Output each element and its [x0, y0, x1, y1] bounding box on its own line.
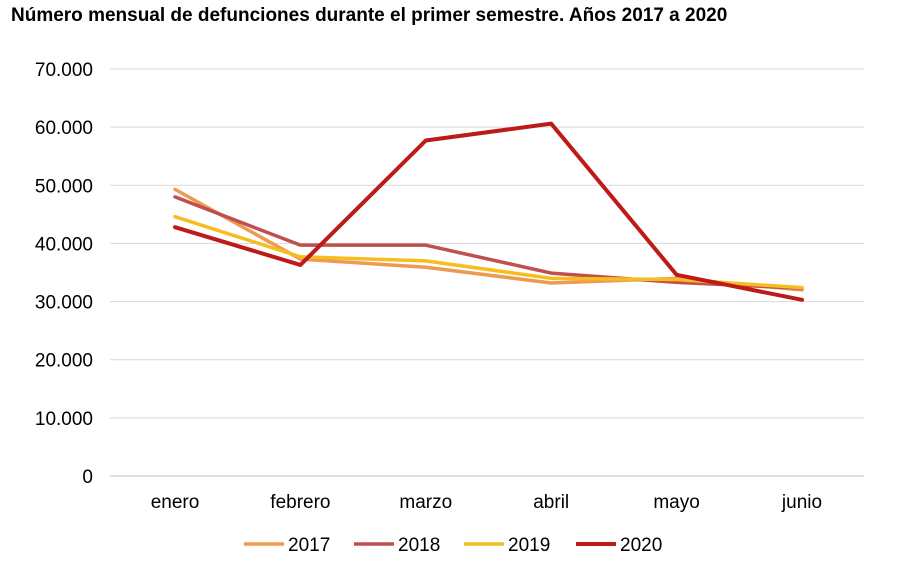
x-tick-label: enero — [151, 492, 200, 513]
x-tick-label: febrero — [270, 492, 330, 513]
y-tick-label: 70.000 — [35, 60, 93, 81]
series-line-2020 — [173, 121, 804, 302]
x-tick-label: junio — [781, 492, 822, 513]
y-tick-label: 0 — [82, 467, 93, 488]
series-line-2019 — [173, 214, 804, 290]
y-axis-tick-labels: 0 10.000 20.000 30.000 40.000 50.000 60.000 70.… — [35, 60, 93, 488]
legend-label: 2018 — [398, 535, 440, 556]
series-line-2017 — [173, 187, 804, 292]
y-tick-label: 20.000 — [35, 351, 93, 372]
y-tick-label: 50.000 — [35, 176, 93, 197]
y-tick-label: 40.000 — [35, 234, 93, 255]
legend-label: 2017 — [288, 535, 330, 556]
series-lines — [173, 121, 804, 302]
chart-title: Número mensual de defunciones durante el… — [11, 5, 728, 26]
series-line-2018 — [173, 195, 804, 290]
gridlines — [110, 68, 864, 477]
y-tick-label: 60.000 — [35, 118, 93, 139]
x-tick-label: marzo — [399, 492, 452, 513]
x-axis-tick-labels: enero febrero marzo abril mayo junio — [151, 492, 822, 513]
legend-label: 2020 — [620, 535, 662, 556]
legend: 2017 2018 2019 2020 — [244, 535, 662, 556]
y-tick-label: 30.000 — [35, 293, 93, 314]
y-tick-label: 10.000 — [35, 409, 93, 430]
legend-label: 2019 — [508, 535, 550, 556]
x-tick-label: abril — [533, 492, 569, 513]
x-tick-label: mayo — [653, 492, 699, 513]
